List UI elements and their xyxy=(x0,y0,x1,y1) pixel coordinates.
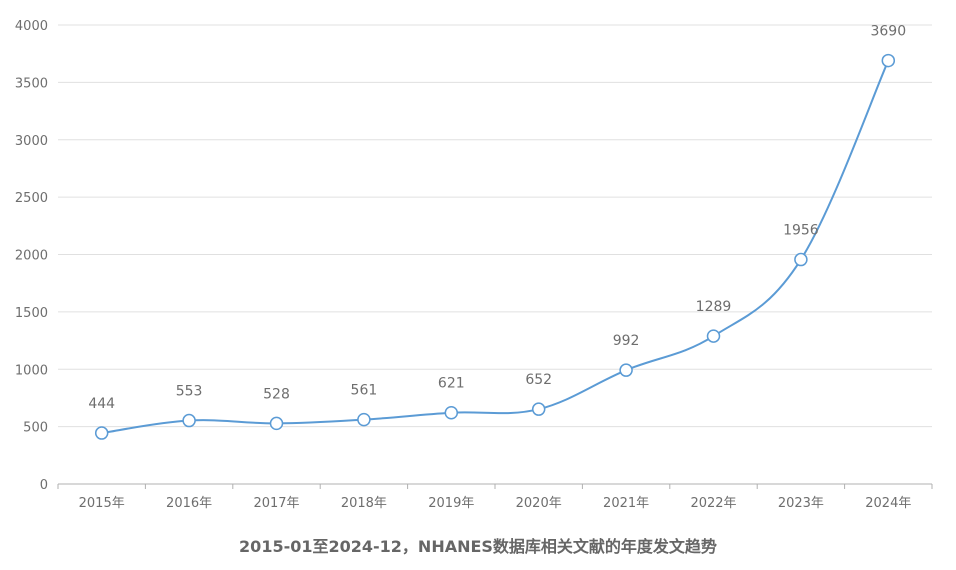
y-tick-label: 1500 xyxy=(15,306,48,321)
x-tick-label: 2023年 xyxy=(778,496,824,511)
data-point xyxy=(357,412,371,427)
series-path xyxy=(101,60,890,435)
x-tick-label: 2019年 xyxy=(428,496,474,511)
data-label: 561 xyxy=(351,383,378,399)
x-tick-label: 2017年 xyxy=(253,496,299,511)
y-tick-label: 500 xyxy=(23,421,48,436)
y-tick-label: 0 xyxy=(40,478,48,493)
y-axis: 0 500 1000 1500 2000 2500 3000 3500 4000 xyxy=(15,19,48,493)
data-label: 992 xyxy=(613,333,640,349)
x-tick-label: 2015年 xyxy=(79,496,125,511)
data-label: 1956 xyxy=(783,223,819,239)
y-tick-label: 2500 xyxy=(15,191,48,206)
data-label: 553 xyxy=(176,384,203,400)
y-tick-label: 3500 xyxy=(15,76,48,91)
data-label: 444 xyxy=(88,396,115,412)
gridlines xyxy=(58,24,932,428)
data-label: 3690 xyxy=(870,24,906,40)
data-point xyxy=(94,426,109,440)
data-label: 528 xyxy=(263,386,290,402)
data-label: 652 xyxy=(525,372,552,388)
y-tick-label: 1000 xyxy=(15,363,48,378)
x-tick-label: 2018年 xyxy=(341,496,387,511)
data-point xyxy=(531,402,546,416)
x-axis: 2015年 2016年 2017年 2018年 2019年 2020年 2021年 2022年… xyxy=(57,483,933,511)
y-tick-label: 3000 xyxy=(15,134,48,149)
data-point xyxy=(881,53,896,68)
x-tick-label: 2016年 xyxy=(166,496,212,511)
data-point xyxy=(706,329,721,343)
data-label: 1289 xyxy=(696,299,732,315)
y-tick-label: 4000 xyxy=(15,19,48,34)
y-tick-label: 2000 xyxy=(15,249,48,264)
data-labels: 444 553 528 561 621 652 992 1289 1956 3690 xyxy=(88,24,906,412)
data-point xyxy=(444,405,459,420)
chart-title: 2015-01至2024-12，NHANES数据库相关文献的年度发文趋势 xyxy=(239,537,717,556)
x-tick-label: 2022年 xyxy=(690,496,736,511)
data-points xyxy=(94,53,896,440)
data-point xyxy=(619,363,633,377)
data-label: 621 xyxy=(438,376,465,392)
data-point xyxy=(182,413,196,428)
x-tick-label: 2020年 xyxy=(516,496,562,511)
x-tick-label: 2021年 xyxy=(603,496,649,511)
series-line xyxy=(101,60,890,435)
data-point xyxy=(794,252,808,267)
data-point xyxy=(269,416,284,431)
x-tick-label: 2024年 xyxy=(865,496,911,511)
